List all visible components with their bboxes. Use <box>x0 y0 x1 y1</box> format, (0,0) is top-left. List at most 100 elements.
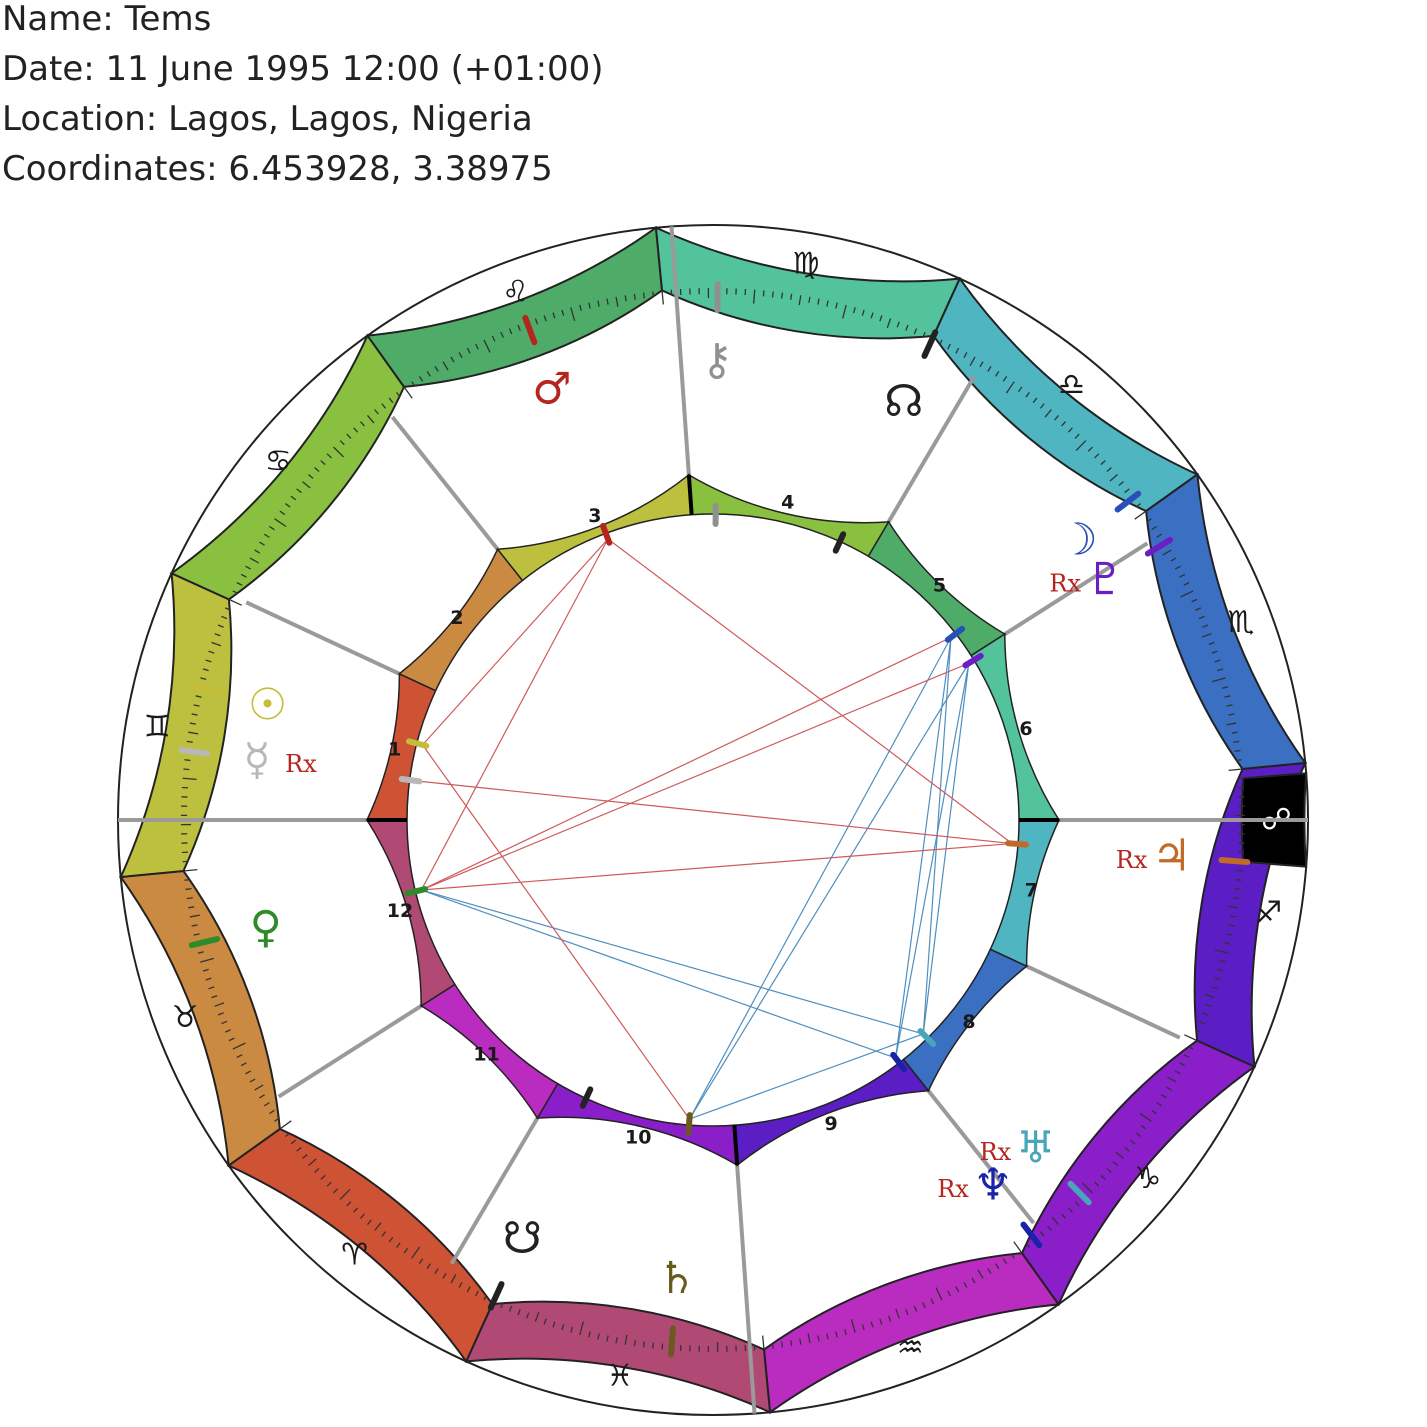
coordinates-line: Coordinates: 6.453928, 3.38975 <box>2 149 553 189</box>
house-label-10: 10 <box>625 1126 651 1148</box>
uranus-outer-marker <box>1067 1180 1092 1206</box>
tick-145 <box>615 296 619 307</box>
tick-220 <box>1180 590 1194 598</box>
degree-ticks <box>181 288 1245 1352</box>
north-node-outer-marker <box>921 329 939 359</box>
tick-90 <box>228 598 242 606</box>
tick-305 <box>977 1269 984 1279</box>
tick-26 <box>302 1154 308 1159</box>
tick-149 <box>652 291 655 298</box>
tick-109 <box>326 453 332 459</box>
tick-233 <box>1226 704 1233 707</box>
tick-170 <box>842 304 847 319</box>
tick-218 <box>1179 573 1186 578</box>
tick-317 <box>879 1318 883 1325</box>
tick-282 <box>1135 1132 1142 1137</box>
aspect-mercury-jupiter <box>415 780 1013 845</box>
tick-288 <box>1100 1174 1106 1180</box>
house-label-8: 8 <box>962 1011 975 1033</box>
tick-103 <box>290 495 297 501</box>
house-cusp-lines <box>118 226 1308 1414</box>
tick-325 <box>807 1333 811 1344</box>
tick-207 <box>1124 488 1130 494</box>
south-node-outer-marker <box>487 1281 505 1311</box>
tick-20 <box>339 1189 351 1200</box>
tick-307 <box>963 1281 968 1288</box>
tick-346 <box>615 1337 618 1344</box>
tick-314 <box>905 1309 909 1316</box>
north-node-inner-marker <box>832 531 847 554</box>
tick-313 <box>913 1305 918 1312</box>
tick-165 <box>798 295 802 306</box>
tick-345 <box>624 1334 628 1345</box>
date-line: Date: 11 June 1995 12:00 (+01:00) <box>2 49 604 89</box>
house-cusp-line-12 <box>277 1004 423 1099</box>
tick-266 <box>1205 1003 1212 1007</box>
tick-219 <box>1183 582 1190 586</box>
tick-268 <box>1198 1020 1205 1025</box>
tick-197 <box>1061 421 1067 427</box>
house-cusp-line-4 <box>669 226 691 475</box>
tick-71 <box>183 768 190 771</box>
mercury-retrograde-label: Rx <box>285 750 317 778</box>
tick-195 <box>1044 409 1052 418</box>
tick-202 <box>1094 453 1100 459</box>
sign-glyph-virgo: ♍ <box>793 247 820 282</box>
tick-32 <box>269 1109 275 1115</box>
tick-270 <box>1184 1034 1198 1042</box>
tick-93 <box>240 573 247 578</box>
tick-70 <box>182 777 197 781</box>
tick-1 <box>483 1294 488 1301</box>
tick-30 <box>279 1120 292 1130</box>
tick-97 <box>259 541 265 546</box>
tick-259 <box>1224 942 1231 945</box>
sign-glyph-scorpio: ♏ <box>1227 605 1254 640</box>
location-line: Location: Lagos, Lagos, Nigeria <box>2 99 533 139</box>
tick-164 <box>790 293 793 300</box>
tick-327 <box>790 1340 793 1347</box>
tick-169 <box>835 302 838 309</box>
tick-342 <box>652 1342 655 1349</box>
tick-262 <box>1217 968 1224 972</box>
tick-59 <box>184 878 191 881</box>
tick-231 <box>1222 686 1229 689</box>
tick-188 <box>995 370 1000 377</box>
venus-inner-marker <box>404 886 429 897</box>
pluto-retrograde-label: Rx <box>1049 570 1081 598</box>
tick-85 <box>211 641 222 647</box>
jupiter-retrograde-label: Rx <box>1116 846 1148 874</box>
tick-138 <box>552 312 556 319</box>
neptune-outer-marker <box>1020 1221 1043 1249</box>
tick-293 <box>1067 1207 1073 1213</box>
tick-223 <box>1198 615 1205 620</box>
tick-144 <box>606 298 609 305</box>
tick-171 <box>852 307 856 314</box>
tick-289 <box>1094 1181 1100 1187</box>
tick-232 <box>1224 695 1231 698</box>
sign-glyph-libra: ♎ <box>1058 368 1085 403</box>
tick-196 <box>1054 415 1060 421</box>
planet-markers <box>178 281 1251 1358</box>
tick-166 <box>808 296 811 303</box>
tick-192 <box>1025 391 1030 398</box>
tick-50 <box>200 957 215 963</box>
aspect-saturn-moon <box>688 637 952 1120</box>
tick-312 <box>922 1302 926 1309</box>
tick-183 <box>955 347 960 354</box>
tick-167 <box>817 298 820 305</box>
tick-100 <box>274 518 287 528</box>
tick-279 <box>1151 1109 1157 1115</box>
tick-173 <box>870 312 874 319</box>
tick-34 <box>259 1094 265 1099</box>
tick-213 <box>1156 533 1163 538</box>
tick-141 <box>579 304 582 311</box>
jupiter-outer-marker <box>1218 857 1251 866</box>
tick-124 <box>434 366 439 372</box>
jupiter-glyph: ♃ <box>1152 831 1191 882</box>
tick-111 <box>339 440 345 446</box>
tick-235 <box>1226 722 1237 726</box>
tick-38 <box>240 1062 247 1067</box>
planet-glyphs: ☉☽☿ Rx♀♂♃Rx♄♅Rx♆Rx♇Rx☊☋⚷ <box>243 335 1191 1305</box>
tick-3 <box>466 1286 471 1293</box>
tick-226 <box>1208 641 1215 646</box>
